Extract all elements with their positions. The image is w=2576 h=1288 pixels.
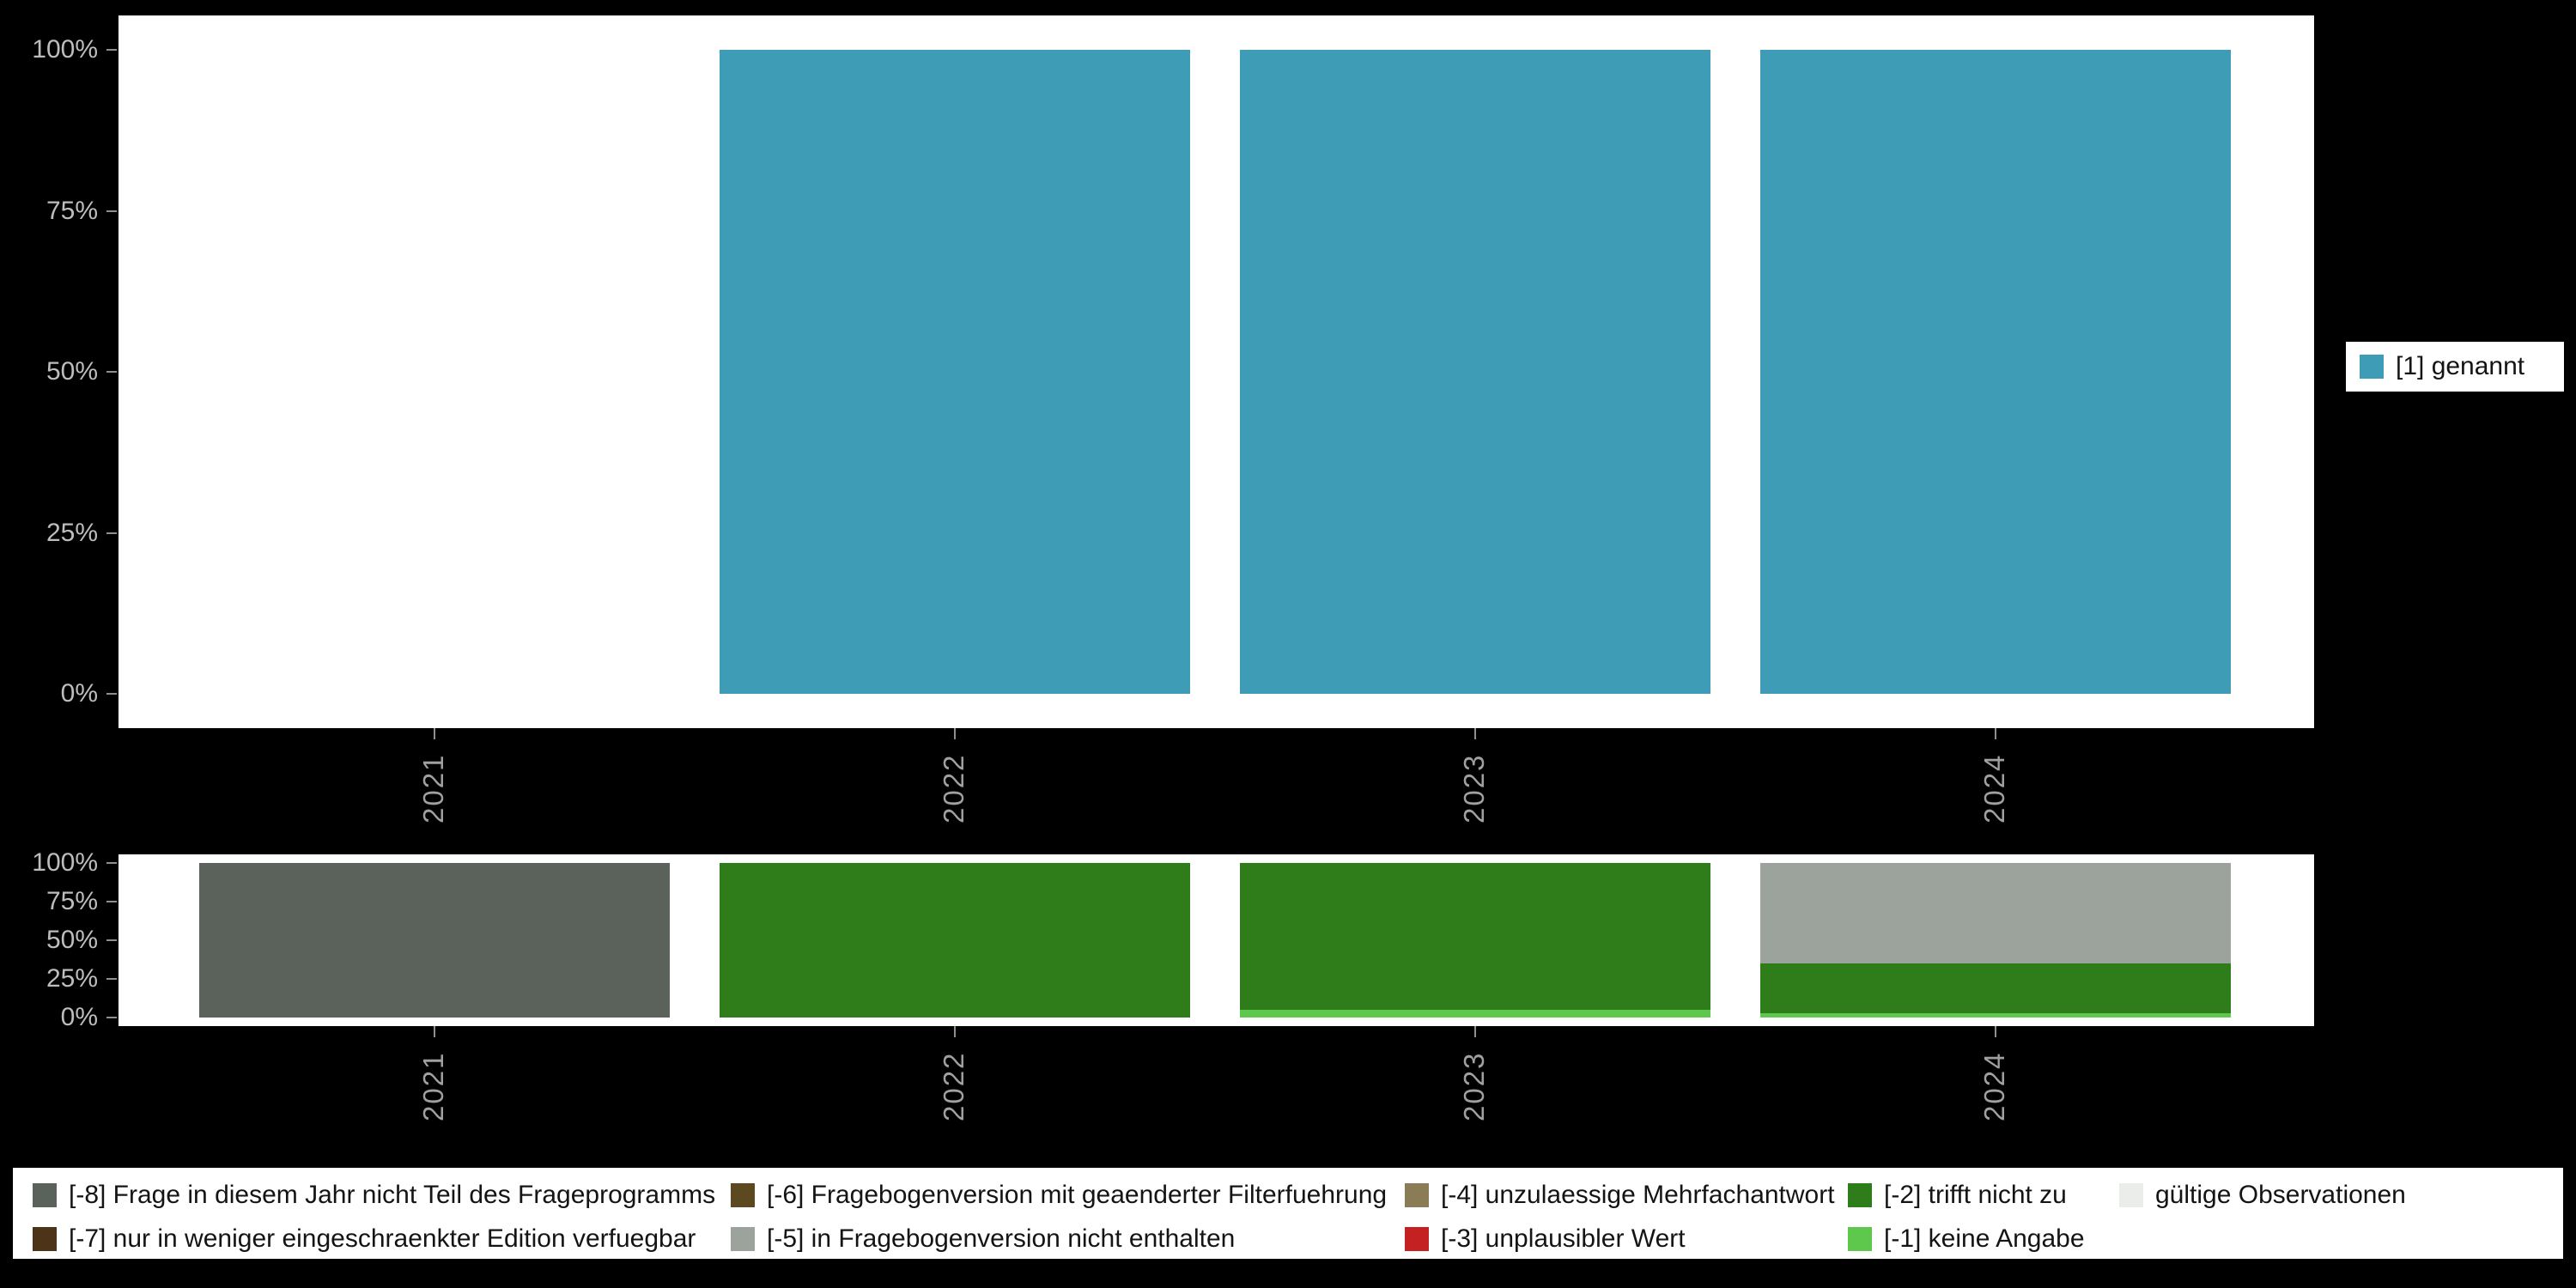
y-axis-tick-label: 0% <box>60 1003 98 1031</box>
top-chart-x-axis: 2021 2022 2023 2024 <box>118 728 2314 831</box>
legend-label: [-3] unplausibler Wert <box>1441 1224 1686 1253</box>
legend-item: [-7] nur in weniger eingeschraenkter Edi… <box>33 1223 696 1255</box>
y-axis-tick-label: 25% <box>46 518 98 547</box>
y-axis-tick <box>106 210 117 212</box>
legend-label: [-5] in Fragebogenversion nicht enthalte… <box>767 1224 1236 1253</box>
color-swatch <box>33 1227 57 1251</box>
color-swatch <box>1848 1183 1872 1207</box>
legend-item: [-1] keine Angabe <box>1848 1223 2085 1255</box>
y-axis-tick <box>106 939 117 941</box>
y-axis-tick <box>106 371 117 373</box>
y-axis-tick-label: 100% <box>32 35 98 64</box>
y-axis-tick-label: 0% <box>60 679 98 708</box>
bottom-chart-plot <box>118 854 2314 1026</box>
x-axis-year-label: 2023 <box>1458 753 1490 823</box>
bar-segment <box>1240 50 1710 694</box>
legend-item: [-3] unplausibler Wert <box>1405 1223 1686 1255</box>
color-swatch <box>731 1227 755 1251</box>
y-axis-tick <box>106 693 117 695</box>
genannt-color-swatch <box>2360 355 2384 379</box>
bottom-chart-x-axis: 2021 2022 2023 2024 <box>118 1026 2314 1129</box>
x-axis-year-label: 2024 <box>1978 753 2010 823</box>
missing-codes-legend: [-8] Frage in diesem Jahr nicht Teil des… <box>13 1168 2563 1259</box>
y-axis-tick <box>106 532 117 534</box>
bar-segment <box>1240 1010 1710 1018</box>
color-swatch <box>33 1183 57 1207</box>
color-swatch <box>731 1183 755 1207</box>
x-axis-tick <box>1995 728 1996 739</box>
bar-segment <box>1760 50 2231 694</box>
bar-segment <box>1760 1012 2231 1018</box>
x-axis-tick <box>1474 728 1476 739</box>
legend-label: [-2] trifft nicht zu <box>1884 1181 2067 1209</box>
y-axis-tick-label: 50% <box>46 357 98 386</box>
bar-segment <box>720 863 1190 1018</box>
top-chart-y-axis: 0% 25% 50% 75% 100% <box>0 15 118 728</box>
legend-label: [-1] keine Angabe <box>1884 1224 2085 1253</box>
legend-item: [-8] Frage in diesem Jahr nicht Teil des… <box>33 1179 715 1212</box>
legend-label: [-6] Fragebogenversion mit geaenderter F… <box>767 1181 1388 1209</box>
legend-label: [-8] Frage in diesem Jahr nicht Teil des… <box>69 1181 716 1209</box>
y-axis-tick-label: 75% <box>46 887 98 915</box>
x-axis-year-label: 2021 <box>417 753 449 823</box>
y-axis-tick <box>106 978 117 980</box>
y-axis-tick <box>106 1017 117 1018</box>
x-axis-tick <box>434 1026 435 1037</box>
legend-label: gültige Observationen <box>2155 1181 2406 1209</box>
x-axis-tick <box>1995 1026 1996 1037</box>
color-swatch <box>1405 1183 1429 1207</box>
bottom-chart-y-axis: 0% 25% 50% 75% 100% <box>0 848 118 1031</box>
legend-item: [-4] unzulaessige Mehrfachantwort <box>1405 1179 1835 1212</box>
x-axis-tick <box>954 728 956 739</box>
x-axis-year-label: 2022 <box>938 753 969 823</box>
bar-segment <box>720 50 1190 694</box>
color-swatch <box>1848 1227 1872 1251</box>
legend-item: gültige Observationen <box>2119 1179 2406 1212</box>
y-axis-tick-label: 50% <box>46 926 98 954</box>
bar-segment <box>1240 863 1710 1010</box>
legend-item: [-6] Fragebogenversion mit geaenderter F… <box>731 1179 1387 1212</box>
value-legend: [1] genannt <box>2346 342 2564 392</box>
x-axis-year-label: 2024 <box>1978 1051 2010 1121</box>
y-axis-tick <box>106 49 117 51</box>
legend-item: [-5] in Fragebogenversion nicht enthalte… <box>731 1223 1235 1255</box>
y-axis-tick-label: 25% <box>46 964 98 993</box>
x-axis-tick <box>954 1026 956 1037</box>
x-axis-year-label: 2023 <box>1458 1051 1490 1121</box>
x-axis-tick <box>1474 1026 1476 1037</box>
x-axis-year-label: 2021 <box>417 1051 449 1121</box>
legend-label: [-4] unzulaessige Mehrfachantwort <box>1441 1181 1835 1209</box>
legend-item: [-2] trifft nicht zu <box>1848 1179 2067 1212</box>
bar-segment <box>1760 963 2231 1013</box>
color-swatch <box>1405 1227 1429 1251</box>
y-axis-tick <box>106 862 117 864</box>
y-axis-tick <box>106 901 117 902</box>
top-chart-plot <box>118 15 2314 728</box>
y-axis-tick-label: 75% <box>46 196 98 225</box>
color-swatch <box>2119 1183 2143 1207</box>
bar-segment <box>1760 863 2231 963</box>
bar-segment <box>199 863 670 1018</box>
legend-label: [-7] nur in weniger eingeschraenkter Edi… <box>69 1224 696 1253</box>
y-axis-tick-label: 100% <box>32 848 98 877</box>
legend-label: [1] genannt <box>2396 352 2525 380</box>
x-axis-year-label: 2022 <box>938 1051 969 1121</box>
x-axis-tick <box>434 728 435 739</box>
